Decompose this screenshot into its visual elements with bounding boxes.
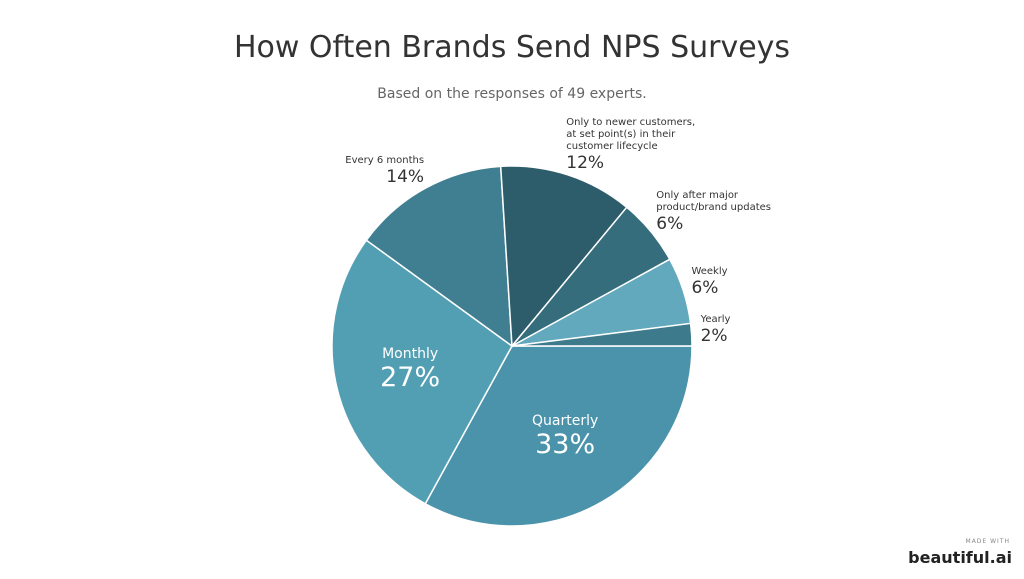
- made-with: MADE WITH: [965, 538, 1010, 545]
- slice-label: Weekly 6%: [691, 266, 727, 298]
- value-label: 12%: [566, 152, 605, 173]
- pie-slice: [331, 239, 513, 505]
- slice-label: Every 6 months 14%: [345, 155, 424, 187]
- pie-slice: [424, 345, 693, 527]
- category-label: Weekly: [691, 265, 728, 277]
- slice-label: Yearly 2%: [701, 314, 731, 346]
- chart-title: How Often Brands Send NPS Surveys: [233, 30, 791, 65]
- pie-slice: [365, 165, 513, 348]
- value-label: 6%: [656, 213, 684, 234]
- value-label: 14%: [386, 167, 425, 188]
- category-label: Only to newer customers, at set point(s)…: [566, 116, 696, 152]
- value-label: 27%: [380, 361, 441, 393]
- category-label: Yearly: [700, 313, 731, 325]
- category-label: Every 6 months: [345, 155, 425, 167]
- category-label: Quarterly: [532, 412, 599, 429]
- category-label: Monthly: [382, 345, 439, 362]
- category-label: Only after major product/brand updates: [656, 189, 771, 213]
- slice-label: Monthly 27%: [380, 345, 440, 393]
- value-label: 6%: [691, 277, 719, 298]
- slice-label: Quarterly 33%: [532, 412, 598, 460]
- slice-label: Only after major product/brand updates 6%: [656, 190, 796, 234]
- value-label: 2%: [700, 325, 728, 346]
- chart-subtitle: Based on the responses of 49 experts.: [377, 86, 647, 102]
- pie-slice: [499, 165, 628, 348]
- slice-label: Only to newer customers, at set point(s)…: [566, 117, 706, 173]
- value-label: 33%: [535, 428, 596, 460]
- brand: beautiful.ai: [908, 548, 1012, 567]
- pie-slice: [511, 322, 693, 347]
